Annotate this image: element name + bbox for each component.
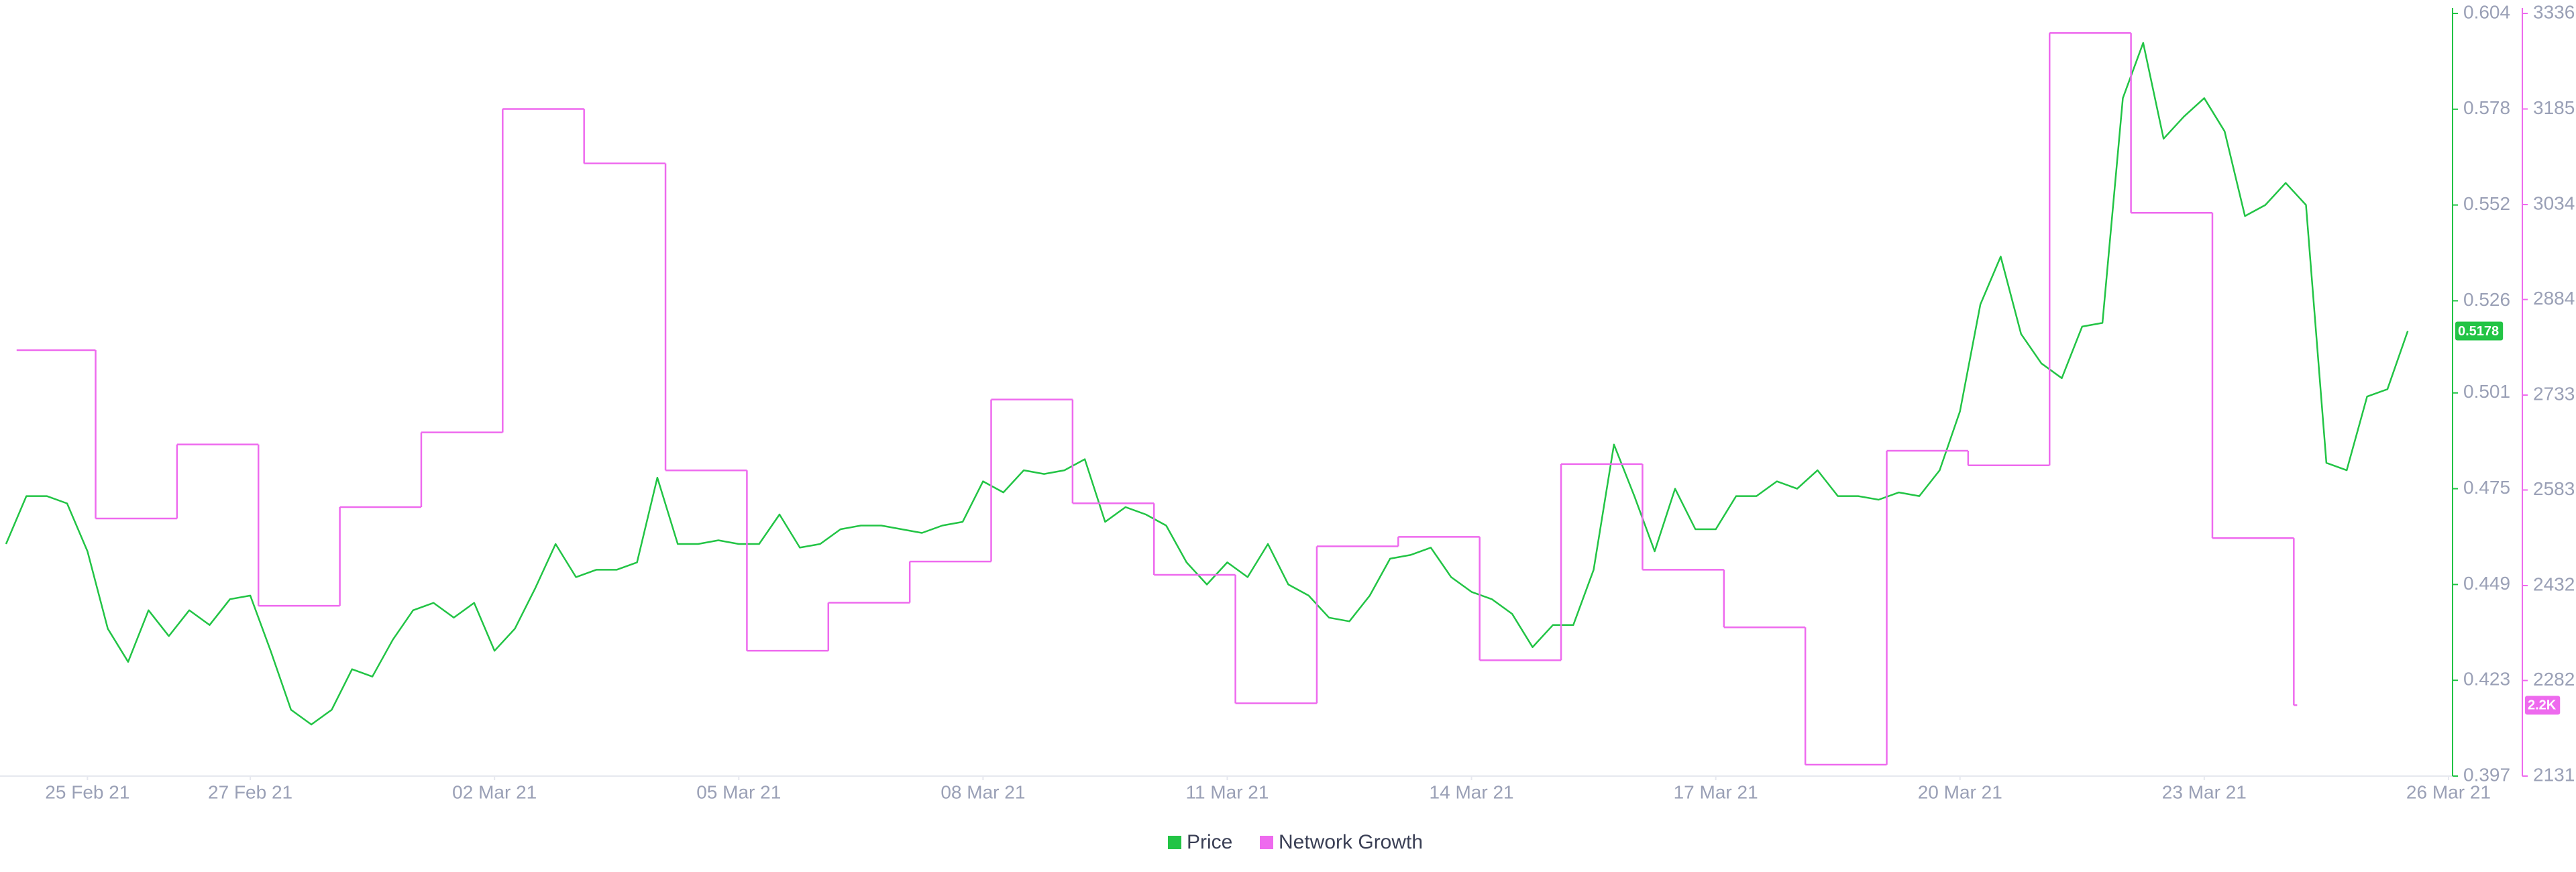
x-tick-label: 08 Mar 21	[941, 781, 1025, 802]
y-tick-label: 0.501	[2463, 381, 2510, 402]
legend-swatch	[1168, 836, 1181, 849]
y2-tick-label: 3034	[2533, 193, 2575, 213]
y-tick-label: 0.397	[2463, 764, 2510, 785]
value-badge: 2.2K	[2525, 696, 2561, 715]
x-tick-label: 02 Mar 21	[452, 781, 537, 802]
y2-tick-label: 3336	[2533, 1, 2575, 22]
x-tick-label: 20 Mar 21	[1918, 781, 2002, 802]
y2-tick-label: 2432	[2533, 574, 2575, 594]
badge-bg	[2525, 696, 2561, 715]
x-tick-label: 11 Mar 21	[1185, 781, 1269, 802]
x-tick-label: 05 Mar 21	[696, 781, 781, 802]
badge-text: 2.2K	[2528, 698, 2557, 713]
value-badge: 0.5178	[2455, 321, 2504, 341]
y-tick-label: 0.604	[2463, 1, 2510, 22]
y-tick-label: 0.423	[2463, 669, 2510, 690]
x-tick-label: 17 Mar 21	[1674, 781, 1758, 802]
y2-tick-label: 2131	[2533, 764, 2575, 785]
y-tick-label: 0.578	[2463, 97, 2510, 118]
y2-tick-label: 2884	[2533, 288, 2575, 309]
legend: Price Network Growth	[1168, 831, 1423, 853]
y2-tick-label: 2733	[2533, 383, 2575, 404]
y-tick-label: 0.552	[2463, 193, 2510, 214]
badge-text: 0.5178	[2458, 324, 2499, 339]
x-tick-label: 26 Mar 21	[2406, 781, 2491, 802]
legend-label: Price	[1187, 831, 1232, 853]
legend-swatch	[1260, 836, 1273, 849]
y-tick-label: 0.526	[2463, 289, 2510, 310]
x-tick-label: 23 Mar 21	[2162, 781, 2247, 802]
y-tick-label: 0.449	[2463, 573, 2510, 594]
y2-tick-label: 3185	[2533, 97, 2575, 118]
x-tick-label: 27 Feb 21	[208, 781, 292, 802]
y-tick-label: 0.475	[2463, 477, 2510, 498]
legend-label: Network Growth	[1279, 831, 1423, 853]
badge-bg	[2455, 321, 2504, 341]
y2-tick-label: 2282	[2533, 669, 2575, 690]
x-tick-label: 14 Mar 21	[1430, 781, 1514, 802]
x-tick-label: 25 Feb 21	[45, 781, 129, 802]
price-line	[5, 42, 2409, 726]
y2-tick-label: 2583	[2533, 478, 2575, 499]
